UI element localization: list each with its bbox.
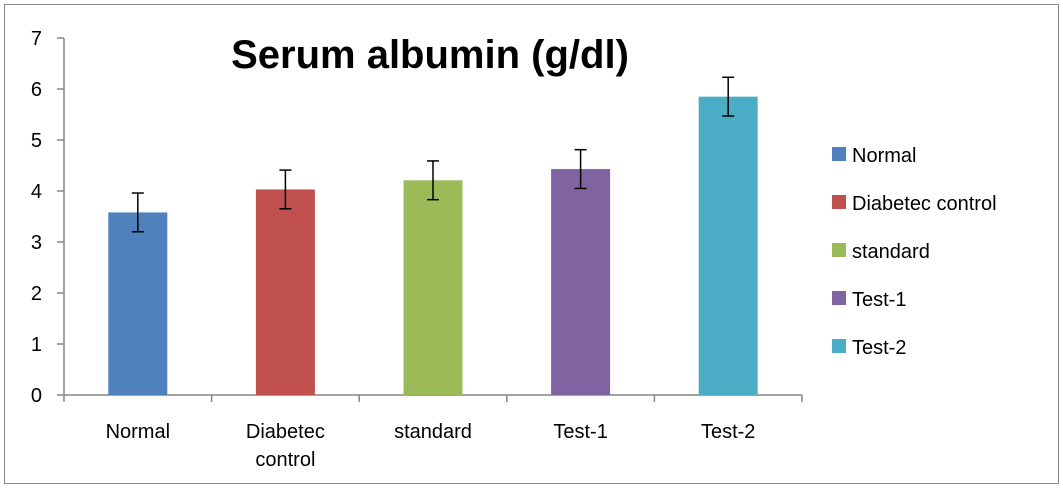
x-tick-labels: Normal Diabetec control standard Test-1 Test-… — [106, 421, 756, 471]
legend-label: Test-1 — [852, 289, 906, 311]
y-tick-label: 1 — [31, 334, 42, 356]
legend-swatch — [832, 339, 846, 353]
x-tick-label: Normal — [106, 421, 170, 443]
y-tick-labels: 0 1 2 3 4 5 6 7 — [31, 28, 42, 407]
bar — [551, 169, 611, 395]
bar — [255, 189, 315, 395]
legend-label: Diabetec control — [852, 193, 997, 215]
legend-swatch — [832, 195, 846, 209]
y-tick-label: 2 — [31, 283, 42, 305]
bar — [698, 96, 758, 396]
bar — [403, 180, 463, 395]
x-tick-label: control — [255, 449, 315, 471]
y-tick-label: 0 — [31, 385, 42, 407]
chart-title: Serum albumin (g/dl) — [231, 33, 629, 77]
y-tick-label: 3 — [31, 232, 42, 254]
y-tick-label: 7 — [31, 28, 42, 50]
legend-swatch — [832, 243, 846, 257]
legend-label: Test-2 — [852, 337, 906, 359]
x-tick-label: Test-1 — [553, 421, 607, 443]
legend-label: standard — [852, 241, 930, 263]
y-tick-label: 6 — [31, 79, 42, 101]
error-bars — [131, 76, 735, 233]
y-tick-label: 5 — [31, 130, 42, 152]
bars — [108, 96, 758, 396]
x-tick-label: Test-2 — [701, 421, 755, 443]
legend: Normal Diabetec control standard Test-1 Test… — [832, 145, 997, 359]
legend-label: Normal — [852, 145, 916, 167]
legend-swatch — [832, 147, 846, 161]
y-tick-label: 4 — [31, 181, 42, 203]
legend-swatch — [832, 291, 846, 305]
bar — [108, 212, 168, 395]
chart-frame — [4, 4, 1059, 484]
x-tick-label: standard — [394, 421, 472, 443]
x-tick-label: Diabetec — [246, 421, 325, 443]
